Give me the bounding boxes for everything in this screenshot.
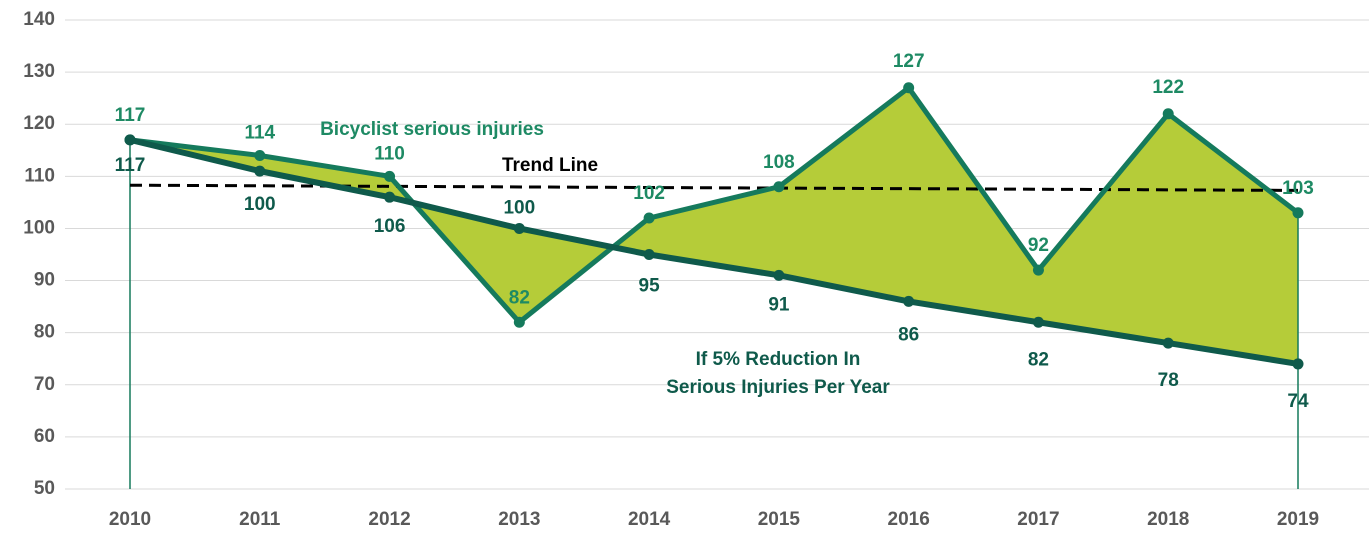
point <box>513 222 525 234</box>
x-tick-label: 2011 <box>239 509 281 530</box>
x-tick-label: 2016 <box>888 509 930 530</box>
data-label: 82 <box>509 287 530 308</box>
x-tick-label: 2019 <box>1277 509 1319 530</box>
x-tick-label: 2012 <box>368 509 410 530</box>
y-tick-label: 140 <box>23 9 55 30</box>
y-tick-label: 100 <box>23 217 55 238</box>
point <box>1292 207 1304 219</box>
data-label: 95 <box>639 276 661 297</box>
data-label: 74 <box>1287 391 1309 412</box>
data-label: 110 <box>374 143 405 164</box>
y-tick-label: 110 <box>24 165 55 186</box>
point <box>384 170 396 182</box>
data-label: 102 <box>633 183 665 204</box>
y-tick-label: 90 <box>34 270 55 291</box>
data-label: 106 <box>374 216 406 237</box>
data-label: 127 <box>893 51 925 72</box>
series-label: If 5% Reduction In Serious Injuries Per Y… <box>666 349 890 398</box>
point <box>254 149 266 161</box>
y-tick-label: 80 <box>34 322 55 343</box>
point <box>513 316 525 328</box>
data-label: 108 <box>763 152 795 173</box>
point <box>384 191 396 203</box>
y-tick-label: 50 <box>34 478 55 499</box>
data-label: 122 <box>1152 77 1184 98</box>
point <box>1032 264 1044 276</box>
point <box>1162 108 1174 120</box>
data-label: 114 <box>244 123 275 144</box>
trend-label: Trend Line <box>502 155 598 176</box>
point <box>254 165 266 177</box>
y-tick-label: 120 <box>23 113 55 134</box>
point <box>124 134 136 146</box>
point <box>1292 358 1304 370</box>
data-label: 86 <box>898 324 919 345</box>
data-label: 103 <box>1282 178 1314 199</box>
data-label: 91 <box>768 294 790 315</box>
series-line <box>129 85 1300 325</box>
point <box>1162 337 1174 349</box>
data-label: 100 <box>503 197 535 218</box>
y-tick-label: 60 <box>34 426 55 447</box>
x-tick-label: 2010 <box>109 509 151 530</box>
y-tick-label: 70 <box>34 374 55 395</box>
series-line <box>129 136 1299 367</box>
gap-area <box>130 87 1298 364</box>
x-tick-label: 2014 <box>628 509 671 530</box>
point <box>773 269 785 281</box>
x-tick-label: 2017 <box>1017 509 1059 530</box>
data-label: 92 <box>1028 235 1049 256</box>
point <box>1032 316 1044 328</box>
point <box>903 82 915 94</box>
data-label: 117 <box>115 105 146 126</box>
x-tick-label: 2013 <box>498 509 540 530</box>
data-label: 82 <box>1028 349 1049 370</box>
y-tick-label: 130 <box>23 61 55 82</box>
data-label: 117 <box>115 155 146 176</box>
point <box>773 181 785 193</box>
series-label: Bicyclist serious injuries <box>320 119 544 140</box>
data-label: 78 <box>1158 370 1179 391</box>
point <box>643 249 655 260</box>
data-label: 100 <box>244 194 276 215</box>
point <box>643 212 655 224</box>
x-tick-label: 2018 <box>1147 509 1189 530</box>
point <box>903 295 915 307</box>
x-tick-label: 2015 <box>758 509 801 530</box>
